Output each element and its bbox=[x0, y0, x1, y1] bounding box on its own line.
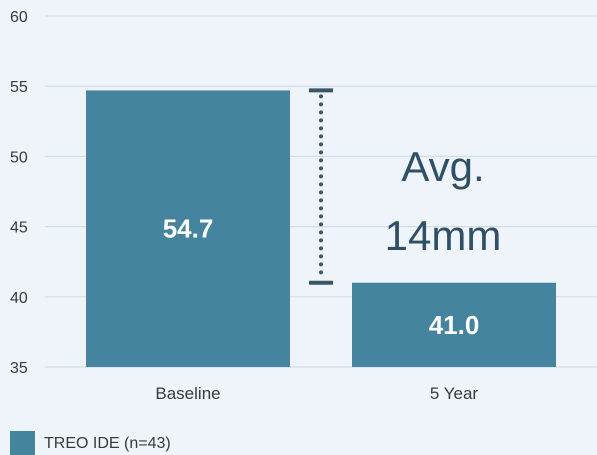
annotation-line-1: Avg. bbox=[401, 143, 484, 190]
y-tick-label: 40 bbox=[10, 290, 28, 307]
bar-data-label: 41.0 bbox=[429, 310, 480, 340]
x-category-label: 5 Year bbox=[430, 384, 479, 403]
y-tick-label: 60 bbox=[10, 9, 28, 26]
legend-swatch bbox=[10, 431, 35, 455]
difference-bracket bbox=[309, 88, 333, 285]
bar bbox=[352, 282, 556, 367]
bar-data-label: 54.7 bbox=[163, 214, 214, 244]
bars: 54.7 41.0 bbox=[86, 90, 556, 368]
annotation-line-2: 14mm bbox=[385, 212, 502, 259]
y-tick-label: 50 bbox=[10, 149, 28, 166]
y-tick-label: 55 bbox=[10, 79, 28, 96]
y-tick-label: 45 bbox=[10, 220, 28, 237]
legend-label: TREO IDE (n=43) bbox=[44, 435, 171, 452]
x-category-label: Baseline bbox=[155, 384, 220, 403]
y-tick-label: 35 bbox=[10, 360, 28, 377]
bar bbox=[86, 90, 290, 368]
x-axis-categories: Baseline 5 Year bbox=[155, 384, 478, 403]
y-axis-ticks: 35 40 45 50 55 60 bbox=[10, 9, 28, 377]
legend: TREO IDE (n=43) bbox=[10, 431, 171, 455]
